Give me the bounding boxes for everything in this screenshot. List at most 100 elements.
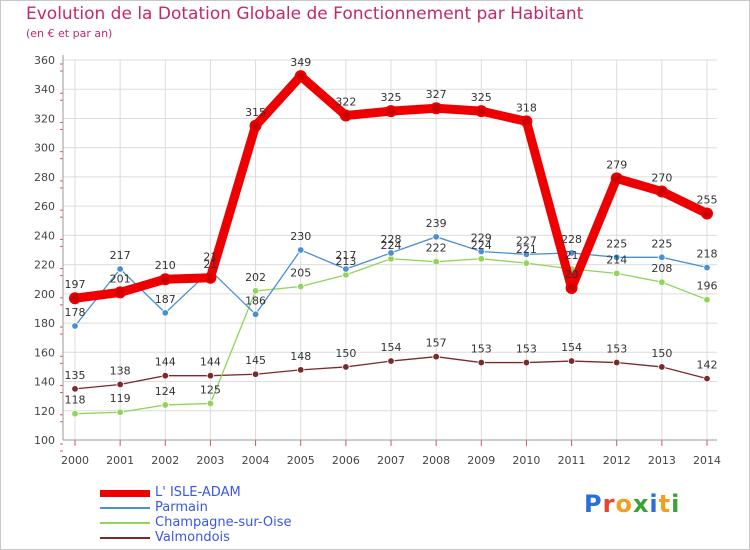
- data-point-champagne-sur-oise: [522, 259, 531, 267]
- data-point-valmondois: [297, 366, 305, 374]
- data-point-l-isle-adam: [701, 207, 713, 220]
- data-point-l-isle-adam: [249, 119, 262, 132]
- data-label-valmondois: 135: [65, 369, 86, 382]
- data-label-l-isle-adam: 327: [426, 88, 447, 101]
- legend-label: L' ISLE-ADAM: [155, 485, 241, 500]
- data-point-parmain: [71, 322, 79, 330]
- data-label-valmondois: 144: [155, 356, 176, 369]
- data-point-parmain: [161, 309, 169, 317]
- chart-subtitle: (en € et par an): [26, 27, 113, 40]
- data-point-valmondois: [251, 370, 260, 378]
- legend-swatch: [100, 507, 150, 509]
- data-point-l-isle-adam: [69, 292, 81, 305]
- data-label-parmain: 228: [381, 233, 402, 246]
- data-point-valmondois: [342, 363, 350, 371]
- data-label-l-isle-adam: 20: [565, 268, 579, 281]
- data-label-parmain: 229: [471, 231, 492, 244]
- logo-letter: o: [615, 490, 633, 518]
- data-label-valmondois: 150: [335, 347, 356, 360]
- data-label-champagne-sur-oise: 214: [606, 253, 627, 266]
- data-point-parmain: [658, 253, 666, 262]
- data-point-parmain: [613, 253, 621, 262]
- data-label-parmain: 225: [651, 237, 672, 250]
- data-point-valmondois: [477, 358, 485, 367]
- data-point-l-isle-adam: [475, 105, 488, 118]
- data-point-l-isle-adam: [204, 271, 217, 284]
- data-point-valmondois: [116, 380, 124, 389]
- data-point-l-isle-adam: [565, 282, 578, 294]
- data-label-parmain: 228: [561, 233, 582, 246]
- data-point-parmain: [251, 310, 260, 319]
- data-label-valmondois: 145: [245, 354, 266, 367]
- data-label-valmondois: 150: [651, 347, 672, 360]
- data-point-parmain: [567, 249, 576, 257]
- legend-swatch: [100, 537, 150, 539]
- data-point-parmain: [432, 233, 440, 241]
- data-label-l-isle-adam: 318: [516, 101, 537, 114]
- line-chart: 1001201401601802002202402602803003203403…: [34, 54, 721, 467]
- data-point-champagne-sur-oise: [703, 295, 711, 304]
- data-label-parmain: 218: [697, 248, 718, 261]
- data-point-valmondois: [522, 358, 531, 367]
- chart-title: Evolution de la Dotation Globale de Fonc…: [26, 4, 584, 24]
- data-point-champagne-sur-oise: [116, 408, 124, 416]
- axis-ticks: 1001201401601802002202402602803003203403…: [34, 54, 721, 467]
- logo-letter: t: [658, 490, 672, 518]
- data-point-champagne-sur-oise: [71, 409, 79, 418]
- data-label-l-isle-adam: 21: [203, 258, 217, 271]
- logo-letter: i: [649, 490, 659, 518]
- data-label-valmondois: 153: [471, 343, 492, 356]
- data-label-parmain: 187: [155, 293, 176, 306]
- data-point-l-isle-adam: [385, 105, 397, 118]
- data-label-l-isle-adam: 270: [651, 172, 672, 185]
- legend-label: Valmondois: [155, 530, 230, 545]
- data-point-l-isle-adam: [159, 273, 172, 286]
- data-point-parmain: [297, 246, 305, 254]
- data-point-valmondois: [387, 357, 395, 365]
- logo-letter: r: [602, 490, 616, 518]
- data-point-champagne-sur-oise: [251, 287, 260, 295]
- data-label-champagne-sur-oise: 208: [651, 262, 672, 275]
- data-label-valmondois: 154: [561, 341, 582, 354]
- data-point-valmondois: [161, 371, 169, 380]
- data-point-valmondois: [613, 358, 621, 367]
- data-label-champagne-sur-oise: 224: [471, 239, 492, 252]
- x-tick-label: 2014: [693, 454, 721, 467]
- data-point-champagne-sur-oise: [206, 399, 215, 408]
- logo-letter: i: [671, 490, 681, 518]
- data-point-l-isle-adam: [655, 185, 668, 198]
- data-point-valmondois: [206, 371, 215, 380]
- x-tick-label: 2011: [558, 454, 586, 467]
- data-label-parmain: 217: [110, 249, 131, 262]
- x-tick-label: 2010: [512, 454, 540, 467]
- data-point-valmondois: [658, 363, 666, 371]
- data-label-l-isle-adam: 315: [245, 106, 266, 119]
- data-point-champagne-sur-oise: [613, 269, 621, 278]
- x-tick-label: 2003: [196, 454, 224, 467]
- axes: [60, 55, 717, 452]
- data-point-parmain: [703, 263, 711, 272]
- data-label-parmain: 225: [606, 237, 627, 250]
- data-label-champagne-sur-oise: 21: [565, 249, 579, 262]
- y-tick-label: 300: [34, 142, 55, 155]
- x-tick-label: 2008: [422, 454, 450, 467]
- y-tick-label: 120: [34, 405, 55, 418]
- legend-swatch: [100, 490, 150, 497]
- y-tick-label: 360: [34, 54, 55, 67]
- data-point-l-isle-adam: [339, 109, 352, 122]
- data-label-champagne-sur-oise: 124: [155, 385, 176, 398]
- data-point-champagne-sur-oise: [161, 401, 169, 409]
- data-point-l-isle-adam: [610, 172, 623, 185]
- data-label-valmondois: 138: [110, 364, 131, 377]
- data-point-valmondois: [703, 374, 711, 383]
- data-label-l-isle-adam: 279: [606, 158, 627, 171]
- x-tick-label: 2005: [287, 454, 315, 467]
- data-point-l-isle-adam: [520, 115, 533, 128]
- y-tick-label: 180: [34, 317, 55, 330]
- data-label-champagne-sur-oise: 196: [697, 280, 718, 293]
- data-labels: 135 138 144 144 145 148 150 154 157 153 153 154 153 1…: [65, 56, 718, 407]
- data-label-champagne-sur-oise: 125: [200, 383, 221, 396]
- data-label-valmondois: 153: [516, 343, 537, 356]
- data-point-parmain: [342, 265, 350, 273]
- legend-label: Champagne-sur-Oise: [155, 515, 292, 530]
